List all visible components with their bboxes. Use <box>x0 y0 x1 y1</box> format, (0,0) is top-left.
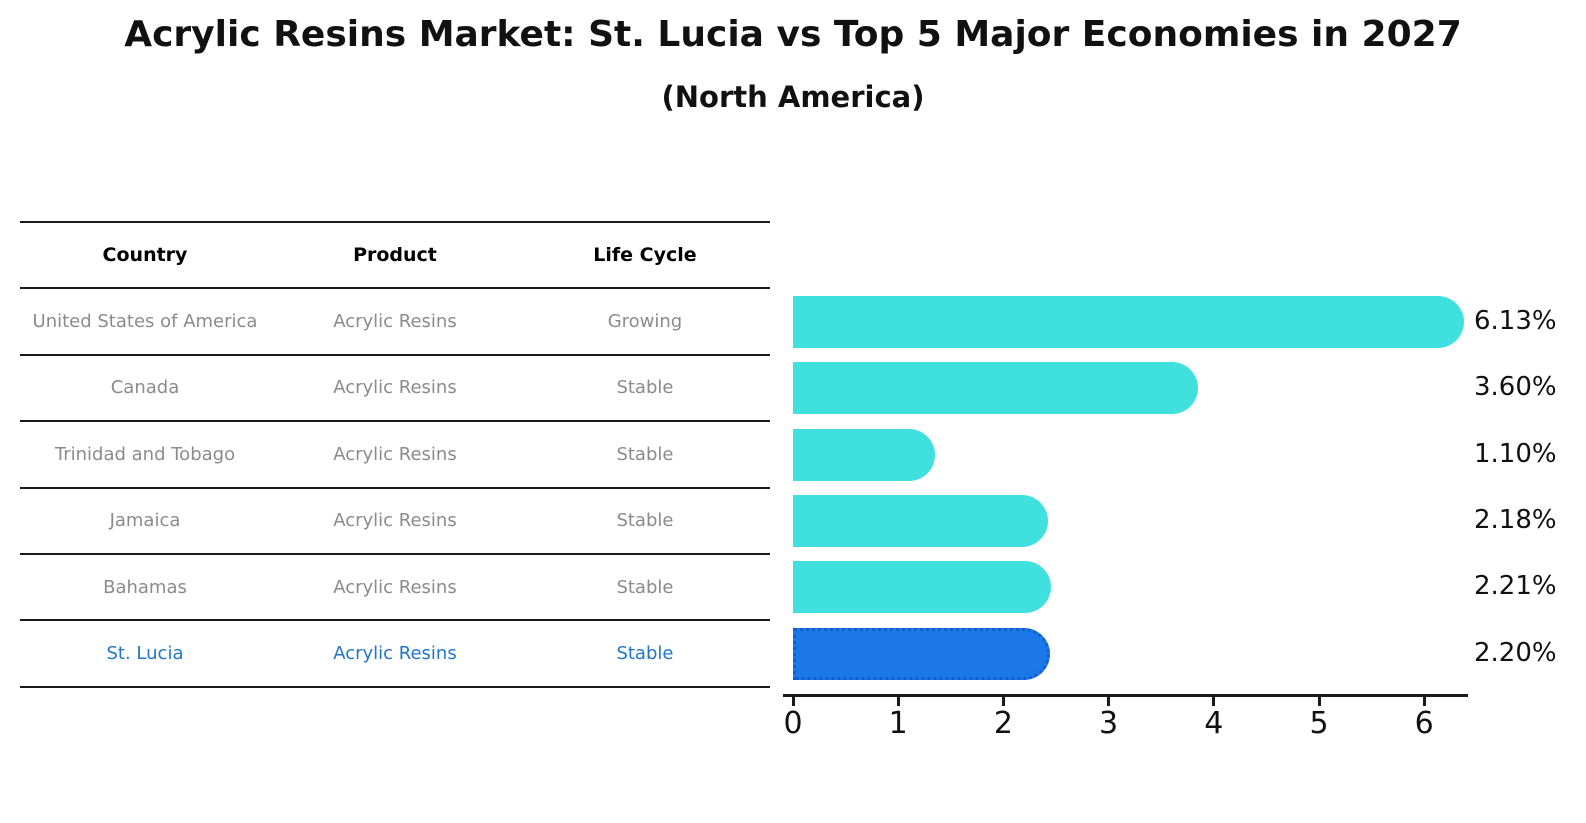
bar-value-label: 6.13% <box>1474 306 1557 336</box>
bar-canada <box>793 362 1198 415</box>
x-axis-tick <box>1422 697 1426 706</box>
x-axis-tick-label: 4 <box>1204 706 1224 741</box>
bar-jamaica <box>793 494 1049 547</box>
bar-bahamas <box>793 561 1052 614</box>
bar-united-states-of-america <box>793 296 1464 348</box>
country-cell: Trinidad and Tobago <box>54 443 236 465</box>
life-cycle-cell: Stable <box>616 643 674 665</box>
country-cell: Jamaica <box>109 510 181 532</box>
header-cell-life-cycle: Life Cycle <box>593 244 697 267</box>
x-axis-tick-label: 5 <box>1309 706 1329 741</box>
x-axis-tick <box>791 697 795 706</box>
table-row-united-states-of-america: United States of America Acrylic Resins Gr… <box>20 289 770 356</box>
table-row-canada: Canada Acrylic Resins Stable <box>20 356 770 423</box>
x-axis-tick-label: 2 <box>993 706 1013 741</box>
x-axis-tick <box>1317 697 1321 706</box>
bar-value-label: 1.10% <box>1474 438 1557 469</box>
bar-value-label: 3.60% <box>1474 372 1557 403</box>
chart-subtitle: (North America) <box>661 80 925 114</box>
data-table: Country Product Life Cycle United States o… <box>20 221 770 688</box>
life-cycle-cell: Growing <box>607 311 683 333</box>
table-header-row: Country Product Life Cycle <box>20 223 770 290</box>
product-cell: Acrylic Resins <box>333 443 457 465</box>
x-axis-tick <box>1001 697 1005 706</box>
product-cell: Acrylic Resins <box>333 510 457 532</box>
country-cell: Canada <box>110 377 180 399</box>
x-axis-tick-label: 3 <box>1099 706 1119 741</box>
life-cycle-cell: Stable <box>616 510 674 532</box>
life-cycle-cell: Stable <box>616 377 674 399</box>
table-row-st-lucia: St. Lucia Acrylic Resins Stable <box>20 621 770 688</box>
x-axis-tick-label: 0 <box>783 706 803 741</box>
table-row-jamaica: Jamaica Acrylic Resins Stable <box>20 489 770 555</box>
x-axis-tick <box>1107 697 1111 706</box>
life-cycle-cell: Stable <box>616 576 674 598</box>
country-cell: United States of America <box>32 311 258 333</box>
product-cell: Acrylic Resins <box>333 643 457 665</box>
bar-value-label: 2.21% <box>1474 571 1557 602</box>
product-cell: Acrylic Resins <box>333 377 457 399</box>
country-cell: Bahamas <box>103 576 187 598</box>
bar-st-lucia <box>793 627 1051 680</box>
x-axis-tick-label: 1 <box>888 706 908 741</box>
bar-value-label: 2.18% <box>1474 504 1557 535</box>
header-cell-product: Product <box>353 244 437 267</box>
x-axis-tick <box>1212 697 1216 706</box>
x-axis-tick-label: 6 <box>1414 706 1434 741</box>
life-cycle-cell: Stable <box>616 443 674 465</box>
product-cell: Acrylic Resins <box>333 576 457 598</box>
header-cell-country: Country <box>102 244 188 267</box>
product-cell: Acrylic Resins <box>333 311 457 333</box>
bar-trinidad-and-tobago <box>793 428 935 481</box>
bar-value-label: 2.20% <box>1474 637 1557 668</box>
table-row-trinidad-and-tobago: Trinidad and Tobago Acrylic Resins Stable <box>20 422 770 489</box>
x-axis-tick <box>896 697 900 706</box>
country-cell: St. Lucia <box>106 643 184 665</box>
chart-title: Acrylic Resins Market: St. Lucia vs Top … <box>124 14 1462 55</box>
x-axis-line <box>783 694 1468 697</box>
table-row-bahamas: Bahamas Acrylic Resins Stable <box>20 555 770 622</box>
